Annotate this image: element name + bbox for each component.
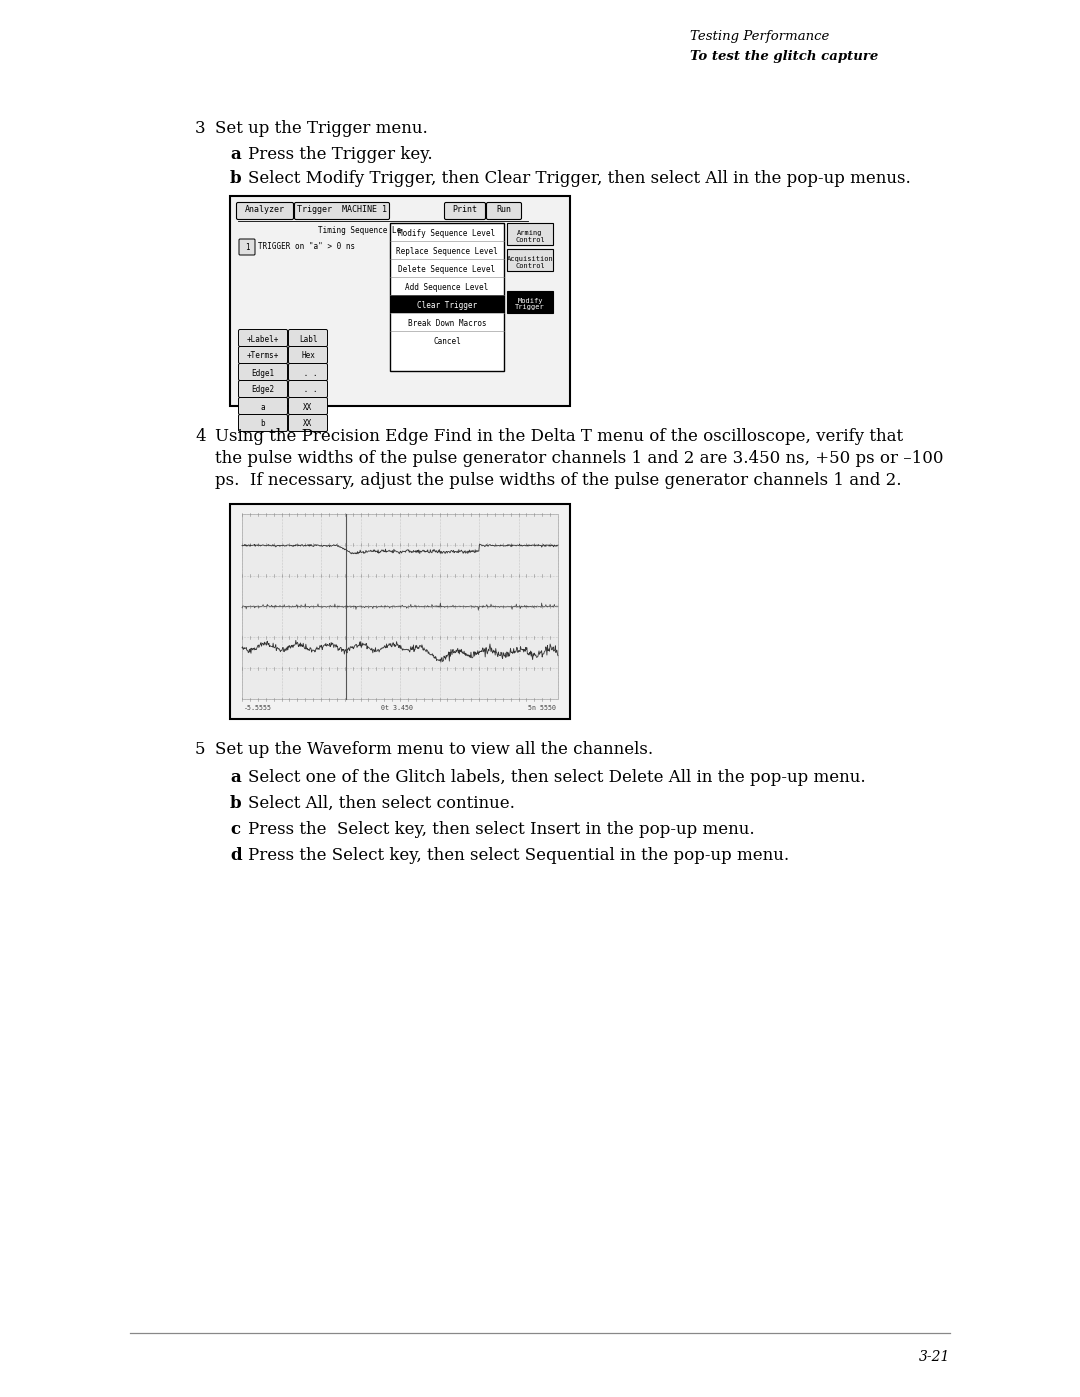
Text: Add Sequence Level: Add Sequence Level [405, 284, 488, 292]
Text: 0t 3.450: 0t 3.450 [381, 705, 413, 711]
Text: a: a [230, 147, 241, 163]
FancyBboxPatch shape [239, 330, 287, 346]
Text: Modify Sequence Level: Modify Sequence Level [399, 229, 496, 239]
Text: Press the Trigger key.: Press the Trigger key. [248, 147, 433, 163]
Text: XX: XX [303, 419, 312, 429]
Text: the pulse widths of the pulse generator channels 1 and 2 are 3.450 ns, +50 ps or: the pulse widths of the pulse generator … [215, 450, 944, 467]
FancyBboxPatch shape [239, 398, 287, 415]
Text: Delete Sequence Level: Delete Sequence Level [399, 265, 496, 274]
FancyBboxPatch shape [239, 346, 287, 363]
Text: Set up the Trigger menu.: Set up the Trigger menu. [215, 120, 428, 137]
Text: 5n 5550: 5n 5550 [528, 705, 556, 711]
Bar [507, 249, 553, 271]
Text: Select one of the Glitch labels, then select Delete All in the pop-up menu.: Select one of the Glitch labels, then se… [248, 768, 866, 787]
Text: Clear Trigger: Clear Trigger [417, 302, 477, 310]
Text: Break Down Macros: Break Down Macros [407, 320, 486, 328]
FancyBboxPatch shape [288, 346, 327, 363]
Text: +Label+: +Label+ [247, 334, 280, 344]
Text: 1: 1 [245, 243, 249, 251]
Text: b: b [230, 170, 242, 187]
FancyBboxPatch shape [295, 203, 390, 219]
Text: Print: Print [453, 205, 477, 215]
FancyBboxPatch shape [288, 398, 327, 415]
Text: Press the  Select key, then select Insert in the pop-up menu.: Press the Select key, then select Insert… [248, 821, 755, 838]
Text: TRIGGER on "a" > 0 ns: TRIGGER on "a" > 0 ns [258, 242, 355, 251]
Text: To test the glitch capture: To test the glitch capture [690, 50, 878, 63]
Text: Trigger  MACHINE 1: Trigger MACHINE 1 [297, 205, 387, 215]
Text: 5: 5 [195, 740, 205, 759]
FancyBboxPatch shape [239, 363, 287, 380]
Text: -5.5555: -5.5555 [244, 705, 272, 711]
Bar [242, 514, 558, 698]
Text: b: b [230, 795, 242, 812]
Text: Arming
Control: Arming Control [515, 229, 545, 243]
Bar [390, 224, 504, 372]
Text: Timing Sequence Le: Timing Sequence Le [318, 226, 402, 235]
FancyBboxPatch shape [239, 415, 287, 432]
Text: a: a [260, 402, 266, 412]
FancyBboxPatch shape [288, 380, 327, 398]
Text: b: b [260, 419, 266, 429]
Text: +Terms+: +Terms+ [247, 352, 280, 360]
Text: c: c [230, 821, 240, 838]
Text: Testing Performance: Testing Performance [690, 29, 829, 43]
Text: Analyzer: Analyzer [245, 205, 285, 215]
FancyBboxPatch shape [288, 330, 327, 346]
Text: Edge2: Edge2 [252, 386, 274, 394]
Text: . .: . . [299, 369, 318, 377]
Text: 3-21: 3-21 [919, 1350, 950, 1363]
Text: Using the Precision Edge Find in the Delta T menu of the oscilloscope, verify th: Using the Precision Edge Find in the Del… [215, 427, 903, 446]
Text: Select Modify Trigger, then Clear Trigger, then select All in the pop-up menus.: Select Modify Trigger, then Clear Trigge… [248, 170, 910, 187]
Text: Labl: Labl [299, 334, 318, 344]
Text: Replace Sequence Level: Replace Sequence Level [396, 247, 498, 257]
Text: Set up the Waveform menu to view all the channels.: Set up the Waveform menu to view all the… [215, 740, 653, 759]
Bar [230, 196, 570, 407]
Text: d: d [230, 847, 242, 863]
Text: Edge1: Edge1 [252, 369, 274, 377]
Text: Hex: Hex [301, 352, 315, 360]
Bar [390, 295, 504, 313]
Bar [507, 291, 553, 313]
Text: ps.  If necessary, adjust the pulse widths of the pulse generator channels 1 and: ps. If necessary, adjust the pulse width… [215, 472, 902, 489]
FancyBboxPatch shape [237, 203, 294, 219]
Text: Cancel: Cancel [433, 338, 461, 346]
FancyBboxPatch shape [288, 415, 327, 432]
FancyBboxPatch shape [486, 203, 522, 219]
Text: 3: 3 [195, 120, 205, 137]
Text: Select All, then select continue.: Select All, then select continue. [248, 795, 515, 812]
Bar [507, 224, 553, 244]
Text: 4: 4 [195, 427, 205, 446]
Text: Modify
Trigger: Modify Trigger [515, 298, 545, 310]
FancyBboxPatch shape [239, 239, 255, 256]
Text: Run: Run [497, 205, 512, 215]
Text: a: a [230, 768, 241, 787]
Text: XX: XX [303, 402, 312, 412]
Text: Press the Select key, then select Sequential in the pop-up menu.: Press the Select key, then select Sequen… [248, 847, 789, 863]
FancyBboxPatch shape [288, 363, 327, 380]
Text: Acquisition
Control: Acquisition Control [507, 256, 553, 268]
FancyBboxPatch shape [445, 203, 486, 219]
FancyBboxPatch shape [239, 380, 287, 398]
Bar [230, 504, 570, 719]
Text: . .: . . [299, 386, 318, 394]
